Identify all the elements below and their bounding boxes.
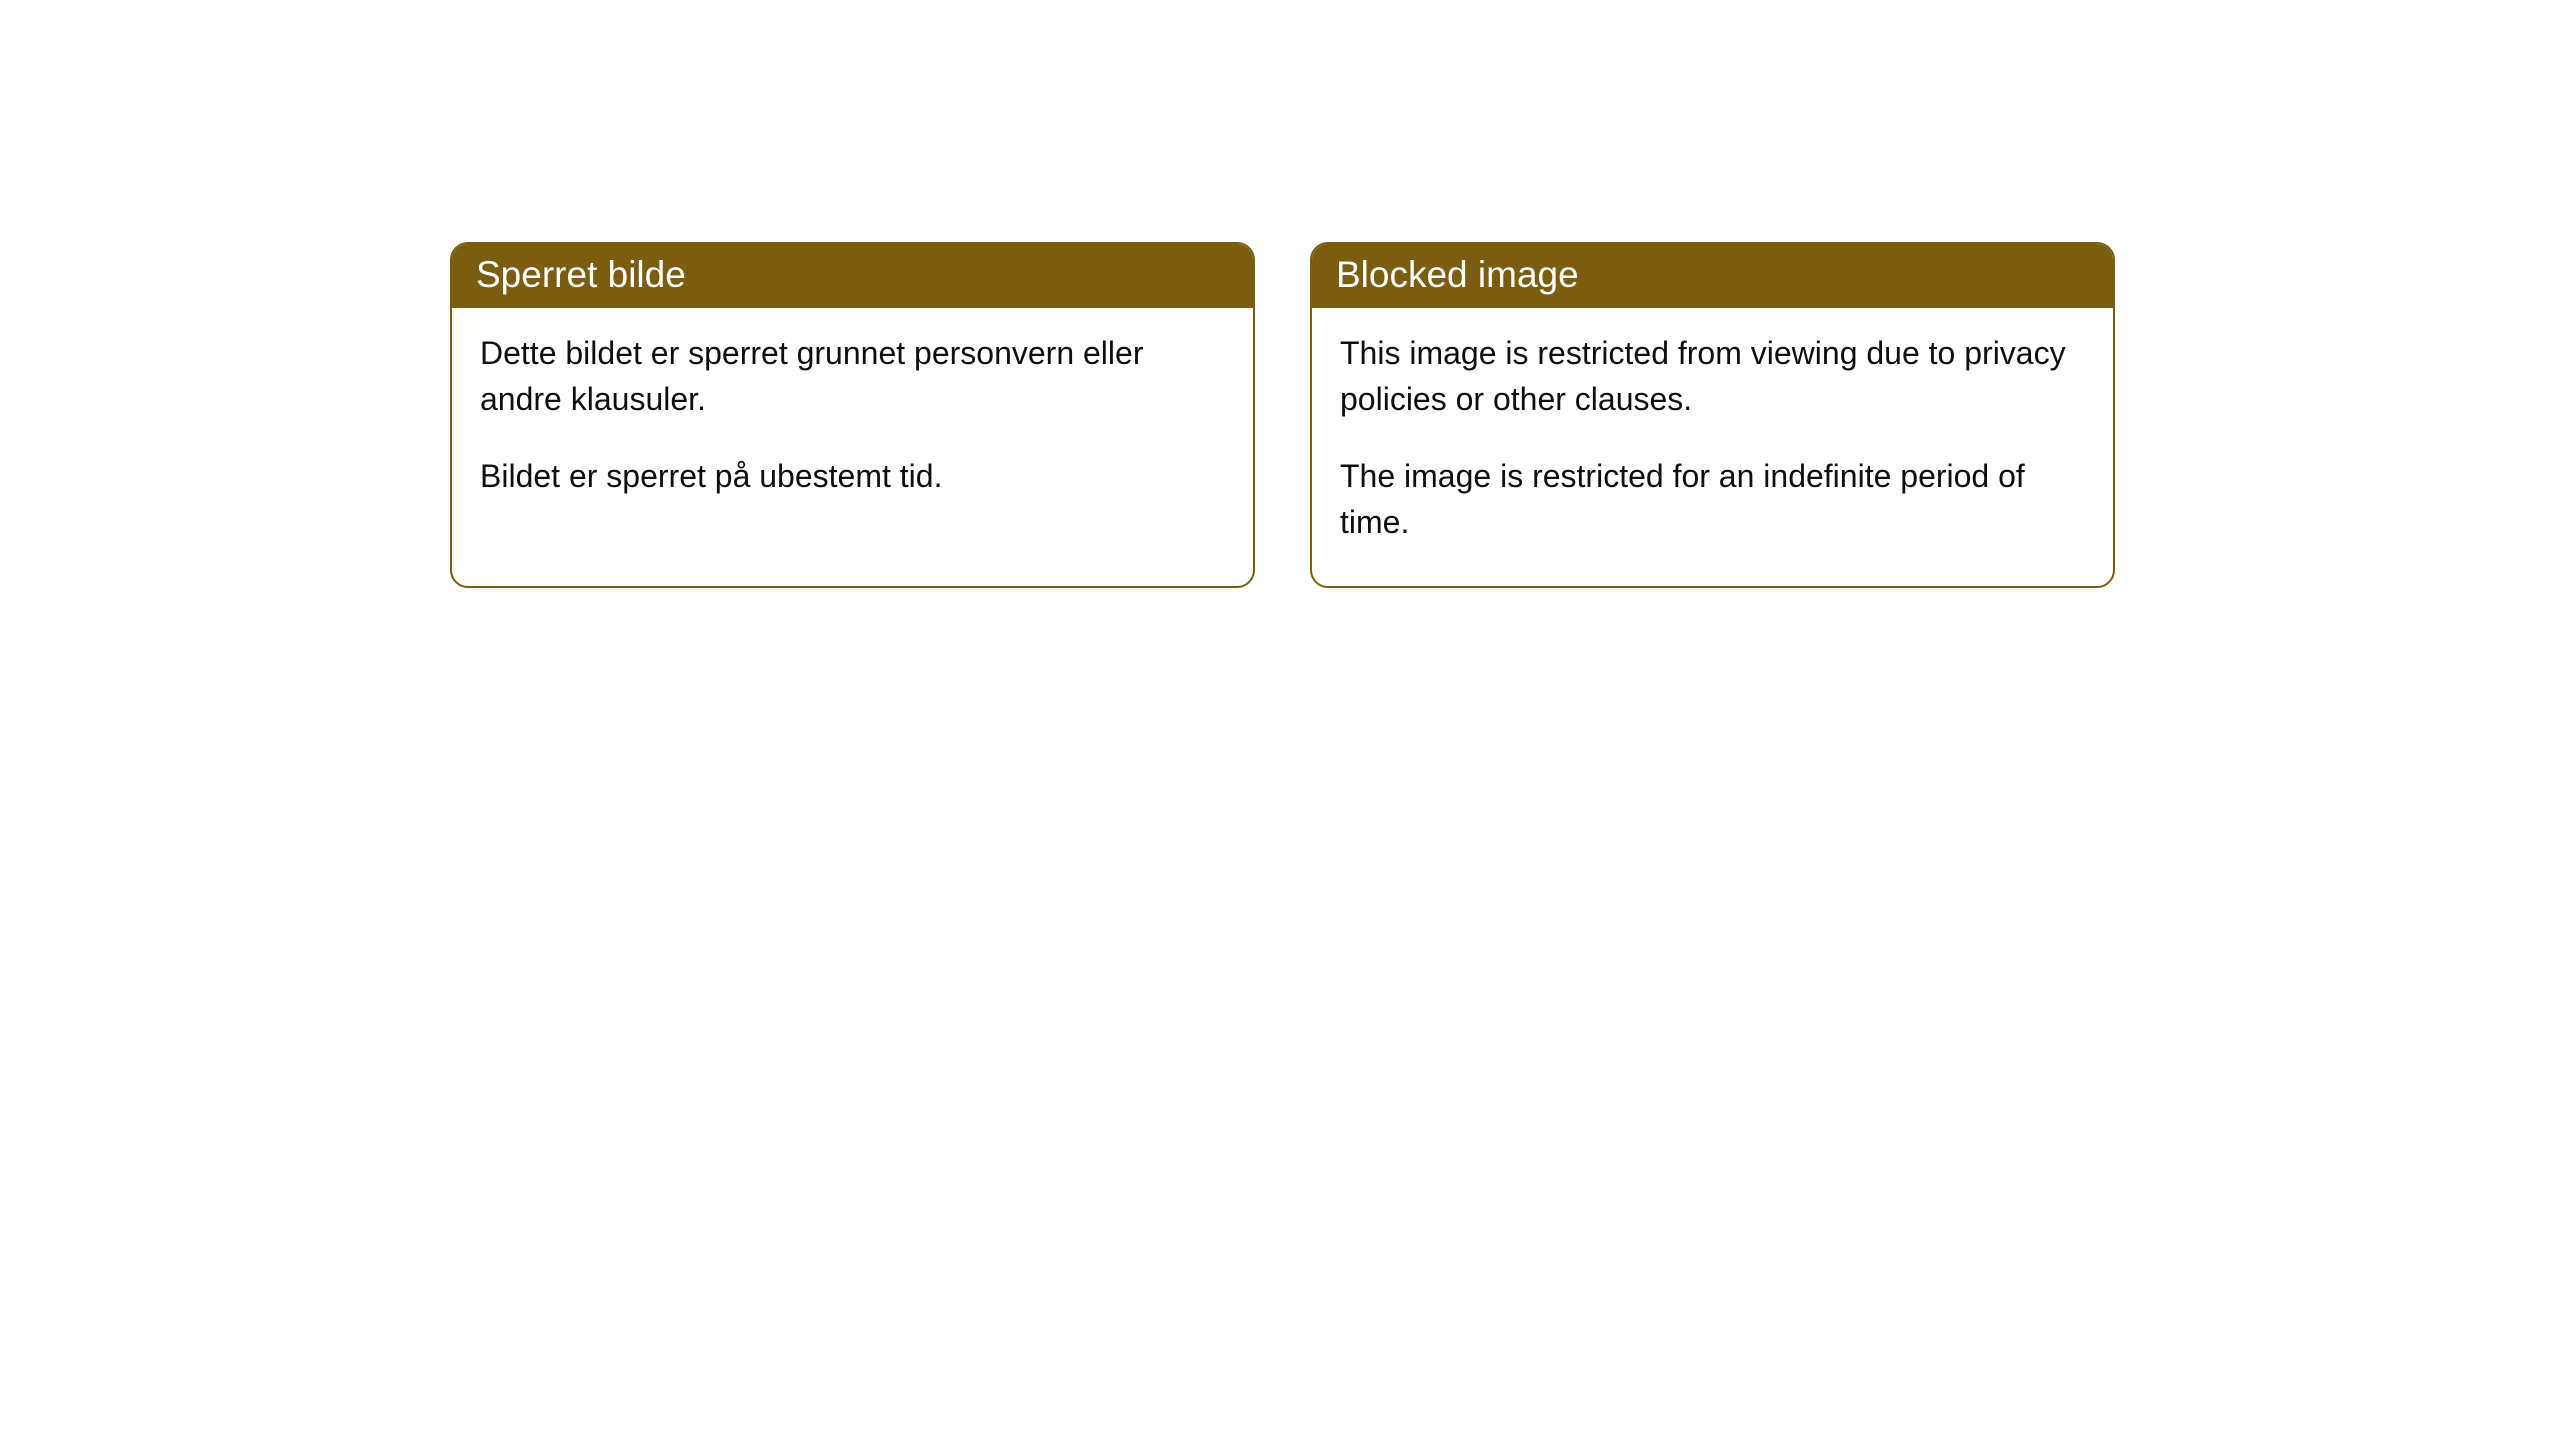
card-header: Blocked image [1312, 244, 2113, 308]
notice-card-english: Blocked image This image is restricted f… [1310, 242, 2115, 588]
card-title: Sperret bilde [476, 254, 686, 295]
card-paragraph: Dette bildet er sperret grunnet personve… [480, 330, 1225, 423]
card-title: Blocked image [1336, 254, 1579, 295]
card-paragraph: This image is restricted from viewing du… [1340, 330, 2085, 423]
card-paragraph: The image is restricted for an indefinit… [1340, 453, 2085, 546]
card-header: Sperret bilde [452, 244, 1253, 308]
notice-card-norwegian: Sperret bilde Dette bildet er sperret gr… [450, 242, 1255, 588]
card-paragraph: Bildet er sperret på ubestemt tid. [480, 453, 1225, 499]
card-body: Dette bildet er sperret grunnet personve… [452, 308, 1253, 539]
notice-cards-container: Sperret bilde Dette bildet er sperret gr… [450, 242, 2115, 588]
card-body: This image is restricted from viewing du… [1312, 308, 2113, 586]
